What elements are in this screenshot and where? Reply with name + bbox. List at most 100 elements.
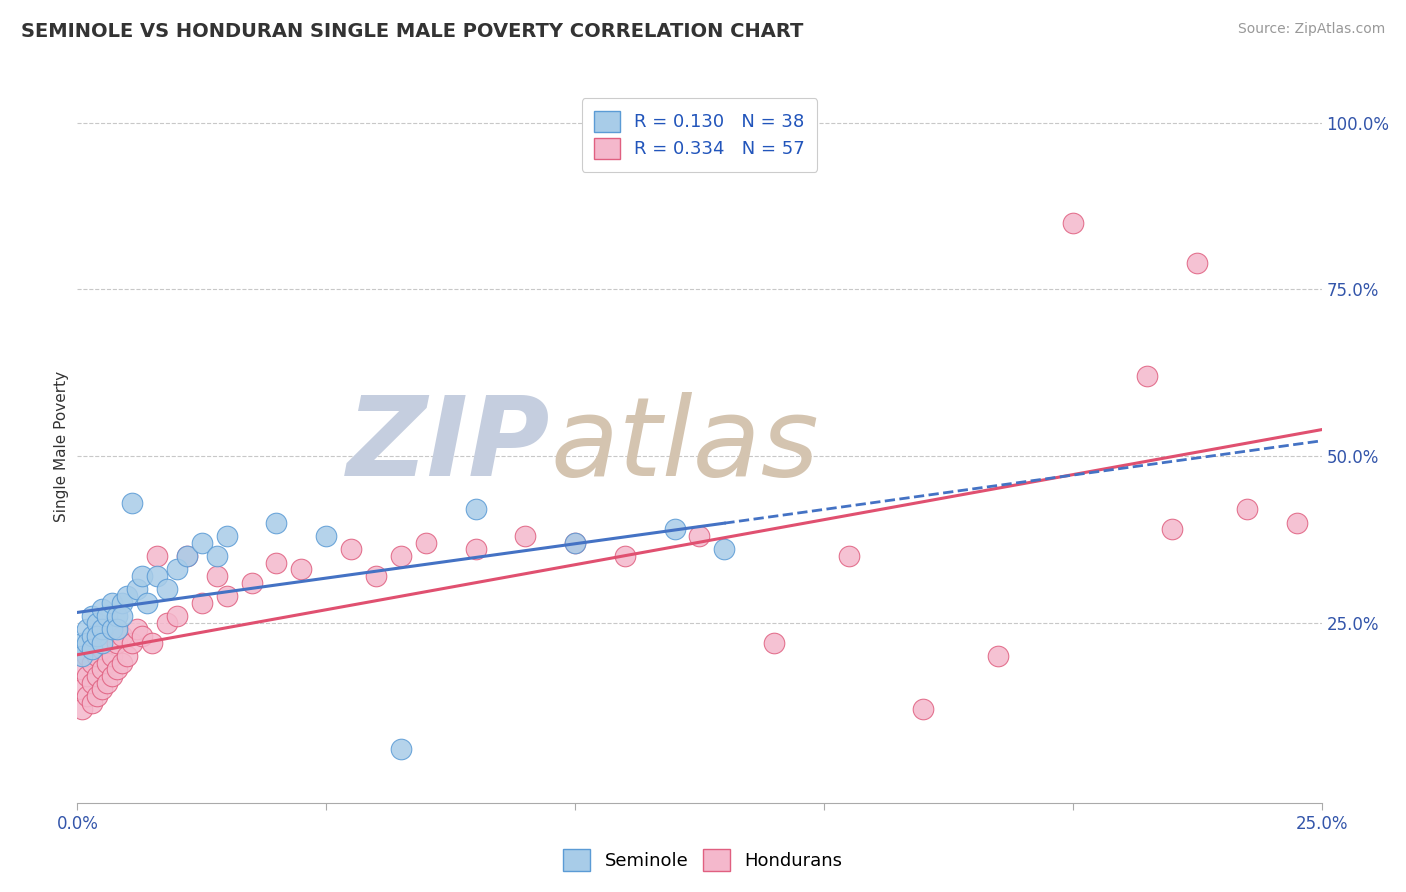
Point	[76, 689, 98, 703]
Point	[131, 629, 153, 643]
Point	[515, 529, 537, 543]
Point	[91, 642, 114, 657]
Point	[464, 542, 486, 557]
Point	[266, 516, 288, 530]
Point	[72, 682, 94, 697]
Point	[389, 742, 412, 756]
Point	[191, 596, 214, 610]
Point	[1062, 216, 1084, 230]
Legend: R = 0.130   N = 38, R = 0.334   N = 57: R = 0.130 N = 38, R = 0.334 N = 57	[582, 98, 817, 171]
Point	[101, 596, 124, 610]
Point	[101, 669, 124, 683]
Point	[111, 609, 134, 624]
Point	[72, 649, 94, 664]
Point	[1136, 368, 1159, 383]
Point	[115, 649, 138, 664]
Point	[912, 702, 935, 716]
Point	[86, 615, 108, 630]
Point	[111, 596, 134, 610]
Point	[1187, 255, 1209, 269]
Point	[72, 662, 94, 676]
Point	[125, 623, 148, 637]
Point	[121, 636, 143, 650]
Point	[91, 602, 114, 616]
Point	[176, 549, 198, 563]
Point	[111, 629, 134, 643]
Text: SEMINOLE VS HONDURAN SINGLE MALE POVERTY CORRELATION CHART: SEMINOLE VS HONDURAN SINGLE MALE POVERTY…	[21, 22, 803, 41]
Point	[96, 675, 118, 690]
Point	[689, 529, 711, 543]
Point	[125, 582, 148, 597]
Point	[91, 662, 114, 676]
Point	[464, 502, 486, 516]
Point	[96, 656, 118, 670]
Point	[76, 636, 98, 650]
Text: ZIP: ZIP	[347, 392, 550, 500]
Y-axis label: Single Male Poverty: Single Male Poverty	[53, 370, 69, 522]
Point	[86, 649, 108, 664]
Point	[72, 702, 94, 716]
Point	[82, 656, 104, 670]
Point	[664, 522, 686, 536]
Point	[96, 609, 118, 624]
Point	[713, 542, 735, 557]
Point	[290, 562, 312, 576]
Point	[215, 589, 238, 603]
Point	[215, 529, 238, 543]
Point	[389, 549, 412, 563]
Point	[564, 535, 586, 549]
Text: atlas: atlas	[550, 392, 818, 500]
Point	[1161, 522, 1184, 536]
Point	[82, 696, 104, 710]
Point	[105, 609, 128, 624]
Point	[340, 542, 363, 557]
Point	[82, 675, 104, 690]
Point	[146, 549, 169, 563]
Point	[76, 669, 98, 683]
Point	[131, 569, 153, 583]
Point	[156, 615, 179, 630]
Point	[91, 636, 114, 650]
Point	[86, 629, 108, 643]
Point	[115, 589, 138, 603]
Point	[838, 549, 860, 563]
Point	[86, 689, 108, 703]
Point	[82, 609, 104, 624]
Point	[613, 549, 636, 563]
Point	[91, 623, 114, 637]
Point	[121, 496, 143, 510]
Point	[82, 642, 104, 657]
Point	[987, 649, 1010, 664]
Point	[105, 623, 128, 637]
Point	[1285, 516, 1308, 530]
Point	[156, 582, 179, 597]
Point	[91, 682, 114, 697]
Point	[763, 636, 786, 650]
Point	[315, 529, 337, 543]
Point	[166, 609, 188, 624]
Point	[76, 649, 98, 664]
Point	[191, 535, 214, 549]
Point	[72, 636, 94, 650]
Point	[136, 596, 159, 610]
Point	[146, 569, 169, 583]
Point	[240, 575, 263, 590]
Point	[205, 569, 228, 583]
Point	[1236, 502, 1258, 516]
Point	[105, 636, 128, 650]
Point	[176, 549, 198, 563]
Point	[105, 662, 128, 676]
Point	[101, 649, 124, 664]
Point	[564, 535, 586, 549]
Point	[205, 549, 228, 563]
Point	[101, 623, 124, 637]
Point	[415, 535, 437, 549]
Point	[266, 556, 288, 570]
Point	[82, 629, 104, 643]
Point	[111, 656, 134, 670]
Point	[76, 623, 98, 637]
Point	[86, 669, 108, 683]
Point	[141, 636, 163, 650]
Point	[166, 562, 188, 576]
Legend: Seminole, Hondurans: Seminole, Hondurans	[557, 842, 849, 879]
